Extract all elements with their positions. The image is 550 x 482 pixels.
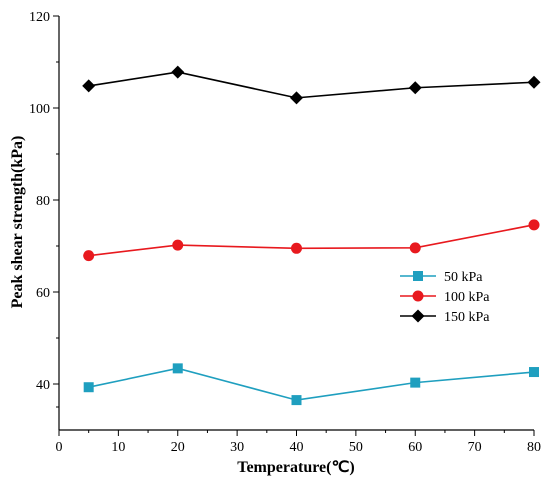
x-tick-label: 70 bbox=[468, 440, 482, 455]
data-point-100-kpa bbox=[528, 219, 540, 231]
y-axis-title: Peak shear strength(kPa) bbox=[9, 136, 26, 309]
legend-label-50-kpa: 50 kPa bbox=[444, 270, 483, 285]
legend-marker-150-kpa bbox=[411, 309, 425, 323]
data-point-50-kpa bbox=[529, 367, 539, 378]
y-tick-label: 120 bbox=[29, 10, 50, 25]
data-point-50-kpa bbox=[291, 395, 302, 406]
data-point-150-kpa bbox=[408, 81, 422, 95]
series-line-50-kpa bbox=[88, 367, 535, 401]
data-point-100-kpa bbox=[83, 250, 95, 262]
data-point-150-kpa bbox=[290, 91, 303, 105]
data-point-50-kpa bbox=[172, 363, 183, 374]
y-tick-label: 40 bbox=[36, 378, 50, 393]
series-line-150-kpa bbox=[88, 71, 535, 99]
x-tick-label: 80 bbox=[527, 440, 541, 455]
data-point-150-kpa bbox=[171, 65, 185, 79]
data-point-100-kpa bbox=[172, 239, 184, 251]
y-tick-label: 60 bbox=[36, 286, 50, 301]
data-point-100-kpa bbox=[291, 242, 302, 254]
legend-label-150-kpa: 150 kPa bbox=[444, 310, 490, 325]
data-point-150-kpa bbox=[82, 79, 96, 93]
y-tick-label: 100 bbox=[29, 102, 50, 117]
x-tick-label: 30 bbox=[230, 440, 244, 455]
plot-area: 0 10 20 30 40 50 60 70 80 40 60 80 100 120 50 kPa 100 k… bbox=[29, 10, 541, 455]
legend-marker-50-kpa bbox=[413, 271, 423, 281]
x-tick-label: 0 bbox=[56, 440, 63, 455]
legend-label-100-kpa: 100 kPa bbox=[444, 290, 490, 305]
data-point-50-kpa bbox=[83, 382, 94, 393]
x-tick-label: 60 bbox=[408, 440, 422, 455]
series-line-100-kpa bbox=[88, 224, 535, 257]
x-tick-label: 10 bbox=[111, 440, 125, 455]
y-tick-label: 80 bbox=[36, 194, 50, 209]
x-axis-title: Temperature(℃) bbox=[237, 459, 355, 476]
x-tick-label: 20 bbox=[171, 440, 185, 455]
x-tick-label: 50 bbox=[349, 440, 363, 455]
data-point-150-kpa bbox=[527, 75, 541, 89]
x-tick-label: 40 bbox=[290, 440, 304, 455]
data-point-50-kpa bbox=[410, 377, 421, 388]
data-point-100-kpa bbox=[409, 242, 421, 254]
legend-marker-100-kpa bbox=[412, 290, 424, 302]
